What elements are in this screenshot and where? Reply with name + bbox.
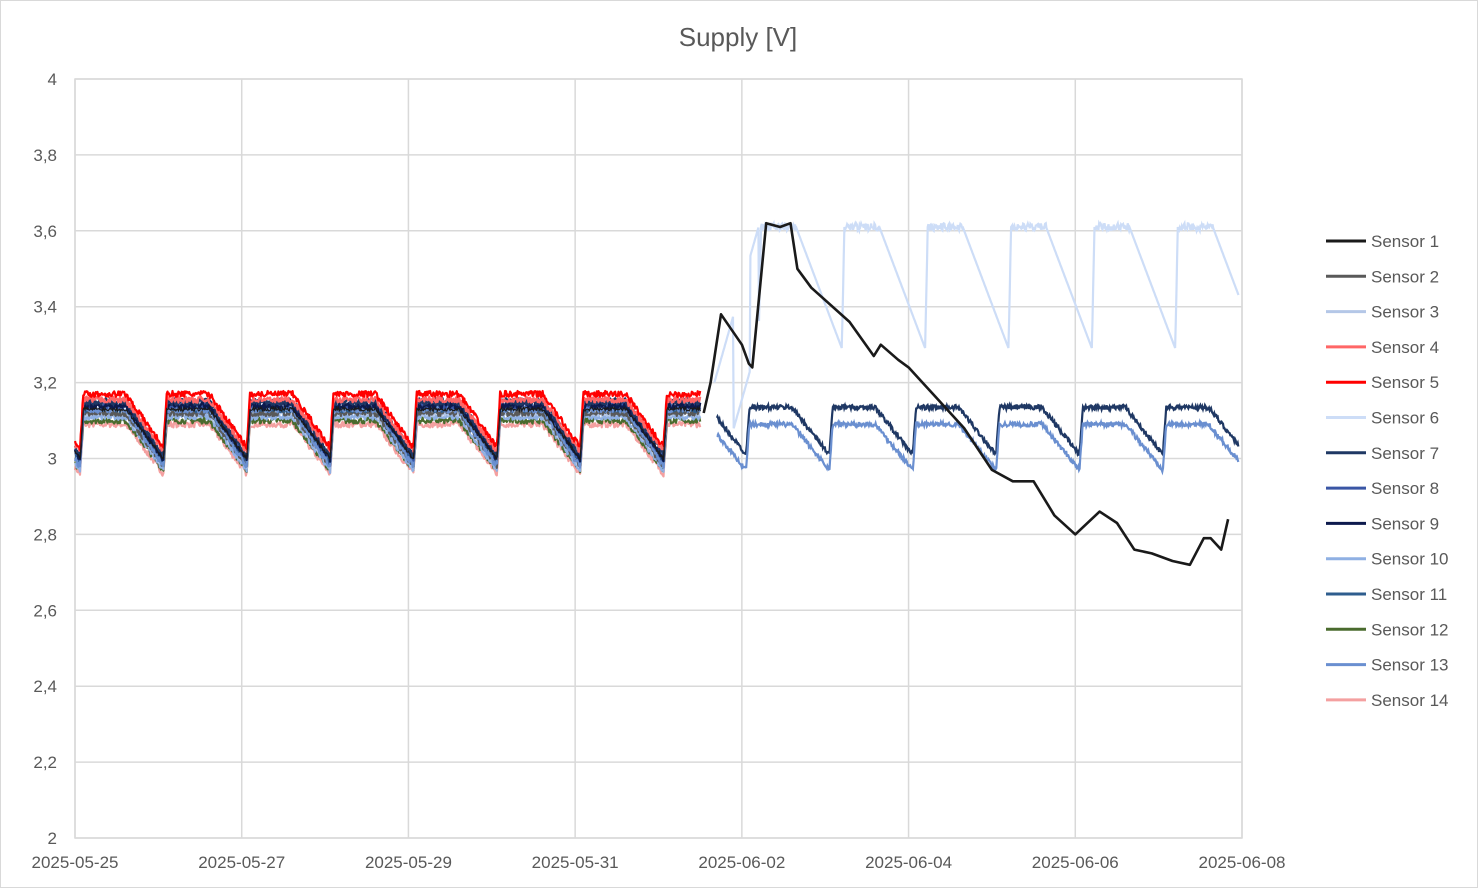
series-line [702,221,1230,567]
x-tick-label: 2025-05-25 [32,853,119,872]
y-tick-label: 2,8 [33,525,57,544]
legend-label: Sensor 5 [1371,373,1439,392]
series-line [715,400,1240,458]
x-tick-label: 2025-06-06 [1032,853,1119,872]
x-tick-label: 2025-06-08 [1199,853,1286,872]
y-tick-label: 3,6 [33,222,57,241]
legend-label: Sensor 6 [1371,409,1439,428]
x-tick-label: 2025-06-02 [698,853,785,872]
legend-label: Sensor 12 [1371,620,1449,639]
legend-label: Sensor 14 [1371,691,1449,710]
y-axis: 2 2,2 2,4 2,6 2,8 3 3,2 3,4 3,6 3,8 4 [33,70,57,848]
chart-title: Supply [V] [679,22,798,52]
x-tick-label: 2025-05-31 [532,853,619,872]
y-tick-label: 3,2 [33,374,57,393]
series-line [74,405,701,461]
legend-label: Sensor 9 [1371,514,1439,533]
legend-label: Sensor 4 [1371,338,1439,357]
x-tick-label: 2025-06-04 [865,853,952,872]
y-tick-label: 2 [48,829,57,848]
legend: Sensor 1 Sensor 2 Sensor 3 Sensor 4 Sensor 5… [1326,232,1449,710]
legend-label: Sensor 2 [1371,267,1439,286]
y-tick-label: 2,4 [33,677,57,696]
y-tick-label: 2,6 [33,601,57,620]
x-tick-label: 2025-05-27 [198,853,285,872]
y-tick-label: 2,2 [33,753,57,772]
series-line [73,389,702,451]
legend-label: Sensor 7 [1371,444,1439,463]
x-tick-label: 2025-05-29 [365,853,452,872]
y-tick-label: 4 [48,70,57,89]
y-tick-label: 3,4 [33,298,57,317]
y-tick-label: 3,8 [33,146,57,165]
legend-label: Sensor 11 [1371,585,1447,604]
legend-label: Sensor 3 [1371,303,1439,322]
series-group [73,219,1240,567]
legend-label: Sensor 1 [1371,232,1439,251]
legend-label: Sensor 10 [1371,550,1449,569]
legend-label: Sensor 8 [1371,479,1439,498]
x-axis: 2025-05-25 2025-05-27 2025-05-29 2025-05-31… [32,853,1286,872]
y-tick-label: 3 [48,450,57,469]
series-line [713,219,1240,429]
legend-label: Sensor 13 [1371,656,1449,675]
